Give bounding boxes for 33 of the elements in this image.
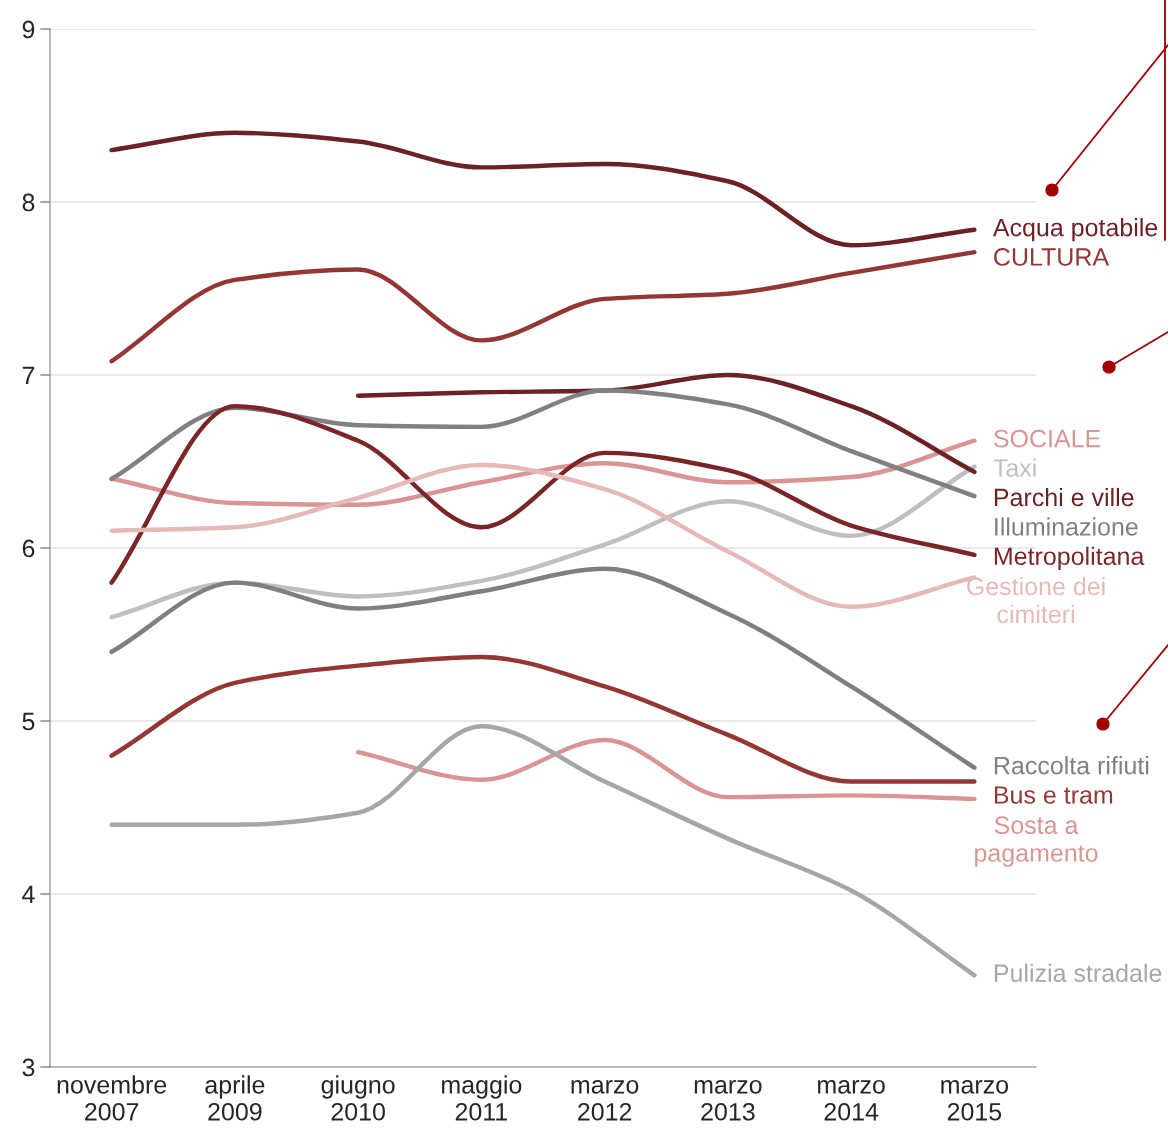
line-series bbox=[109, 130, 977, 248]
x-tick-label: maggio 2011 bbox=[442, 1075, 522, 1121]
x-tick-label: novembre 2007 bbox=[57, 1075, 167, 1121]
series-label: CULTURA bbox=[994, 248, 1110, 266]
series-label: Pulizia stradale bbox=[994, 963, 1162, 983]
series-label: Raccolta rifiuti bbox=[994, 756, 1149, 775]
line-series bbox=[355, 737, 977, 802]
line-series bbox=[355, 372, 977, 475]
series-label: Sosta a pagamento bbox=[975, 816, 1098, 867]
y-tick-label: 7 bbox=[22, 366, 35, 385]
series-label: Metropolitana bbox=[994, 546, 1145, 571]
series-label: SOCIALE bbox=[994, 429, 1101, 448]
series-label: Taxi bbox=[993, 458, 1036, 477]
series-label: Acqua potabile bbox=[992, 218, 1158, 242]
line-series bbox=[109, 654, 977, 784]
series-label: Gestione dei cimiteri bbox=[967, 576, 1105, 624]
x-tick-label: marzo 2012 bbox=[571, 1080, 639, 1121]
y-tick-label: 8 bbox=[22, 193, 35, 212]
series-label: Bus e tram bbox=[994, 786, 1113, 804]
y-tick-label: 3 bbox=[22, 1058, 35, 1077]
x-tick-label: marzo 2015 bbox=[941, 1080, 1009, 1121]
y-tick-label: 4 bbox=[22, 885, 35, 904]
x-tick-label: marzo 2013 bbox=[694, 1080, 762, 1121]
y-tick-label: 9 bbox=[22, 20, 35, 39]
x-tick-label: marzo 2014 bbox=[818, 1080, 885, 1121]
y-tick-label: 5 bbox=[22, 712, 35, 731]
series-label: Illuminazione bbox=[995, 517, 1138, 536]
x-tick-label: giugno 2010 bbox=[321, 1075, 395, 1121]
series-label: Parchi e ville bbox=[994, 487, 1134, 507]
x-tick-label: aprile 2009 bbox=[205, 1075, 265, 1121]
line-series bbox=[109, 249, 977, 364]
y-tick-label: 6 bbox=[22, 539, 35, 558]
line-series bbox=[109, 723, 977, 978]
